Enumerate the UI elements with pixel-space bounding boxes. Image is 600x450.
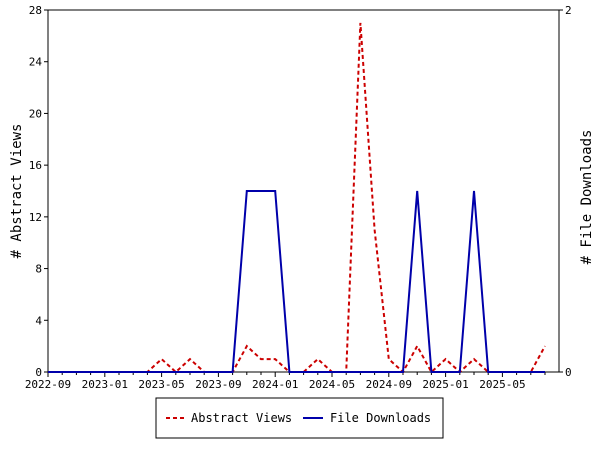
y-right-axis-title: # File Downloads — [579, 130, 595, 265]
x-axis-ticks: 2022-09 2023-01 2023-05 2023-09 2024-01 2024-… — [25, 372, 546, 391]
legend-label-abstract-views: Abstract Views — [191, 411, 292, 425]
series-layer — [48, 22, 546, 374]
x-tick-label: 2023-05 — [138, 378, 184, 391]
x-tick-label: 2024-05 — [309, 378, 355, 391]
legend: Abstract Views File Downloads — [155, 397, 444, 439]
series-line-file-downloads — [48, 190, 545, 373]
x-tick-label: 2023-09 — [195, 378, 241, 391]
y-left-tick-label: 12 — [29, 211, 42, 224]
x-tick-label: 2023-01 — [82, 378, 128, 391]
y-left-tick-label: 8 — [35, 263, 42, 276]
x-tick-label: 2025-05 — [479, 378, 525, 391]
legend-label-file-downloads: File Downloads — [330, 411, 431, 425]
x-tick-label: 2024-01 — [252, 378, 298, 391]
y-left-tick-label: 20 — [29, 107, 42, 120]
plot-area — [47, 9, 560, 373]
legend-box — [155, 397, 444, 439]
x-tick-label: 2025-01 — [422, 378, 468, 391]
y-left-tick-label: 28 — [29, 4, 42, 17]
y-left-axis-title: # Abstract Views — [9, 124, 25, 259]
y-left-tick-label: 4 — [35, 314, 42, 327]
y-left-tick-label: 0 — [35, 366, 42, 379]
y-left-tick-label: 24 — [29, 56, 43, 69]
right-axis-ticks: 02 — [559, 4, 572, 379]
y-left-tick-label: 16 — [29, 159, 42, 172]
x-tick-label: 2024-09 — [366, 378, 412, 391]
x-tick-label: 2022-09 — [25, 378, 71, 391]
y-right-tick-label: 0 — [565, 366, 572, 379]
y-right-tick-label: 2 — [565, 4, 572, 17]
left-axis-ticks: 0 4 8 12 16 20 24 28 — [29, 4, 48, 379]
